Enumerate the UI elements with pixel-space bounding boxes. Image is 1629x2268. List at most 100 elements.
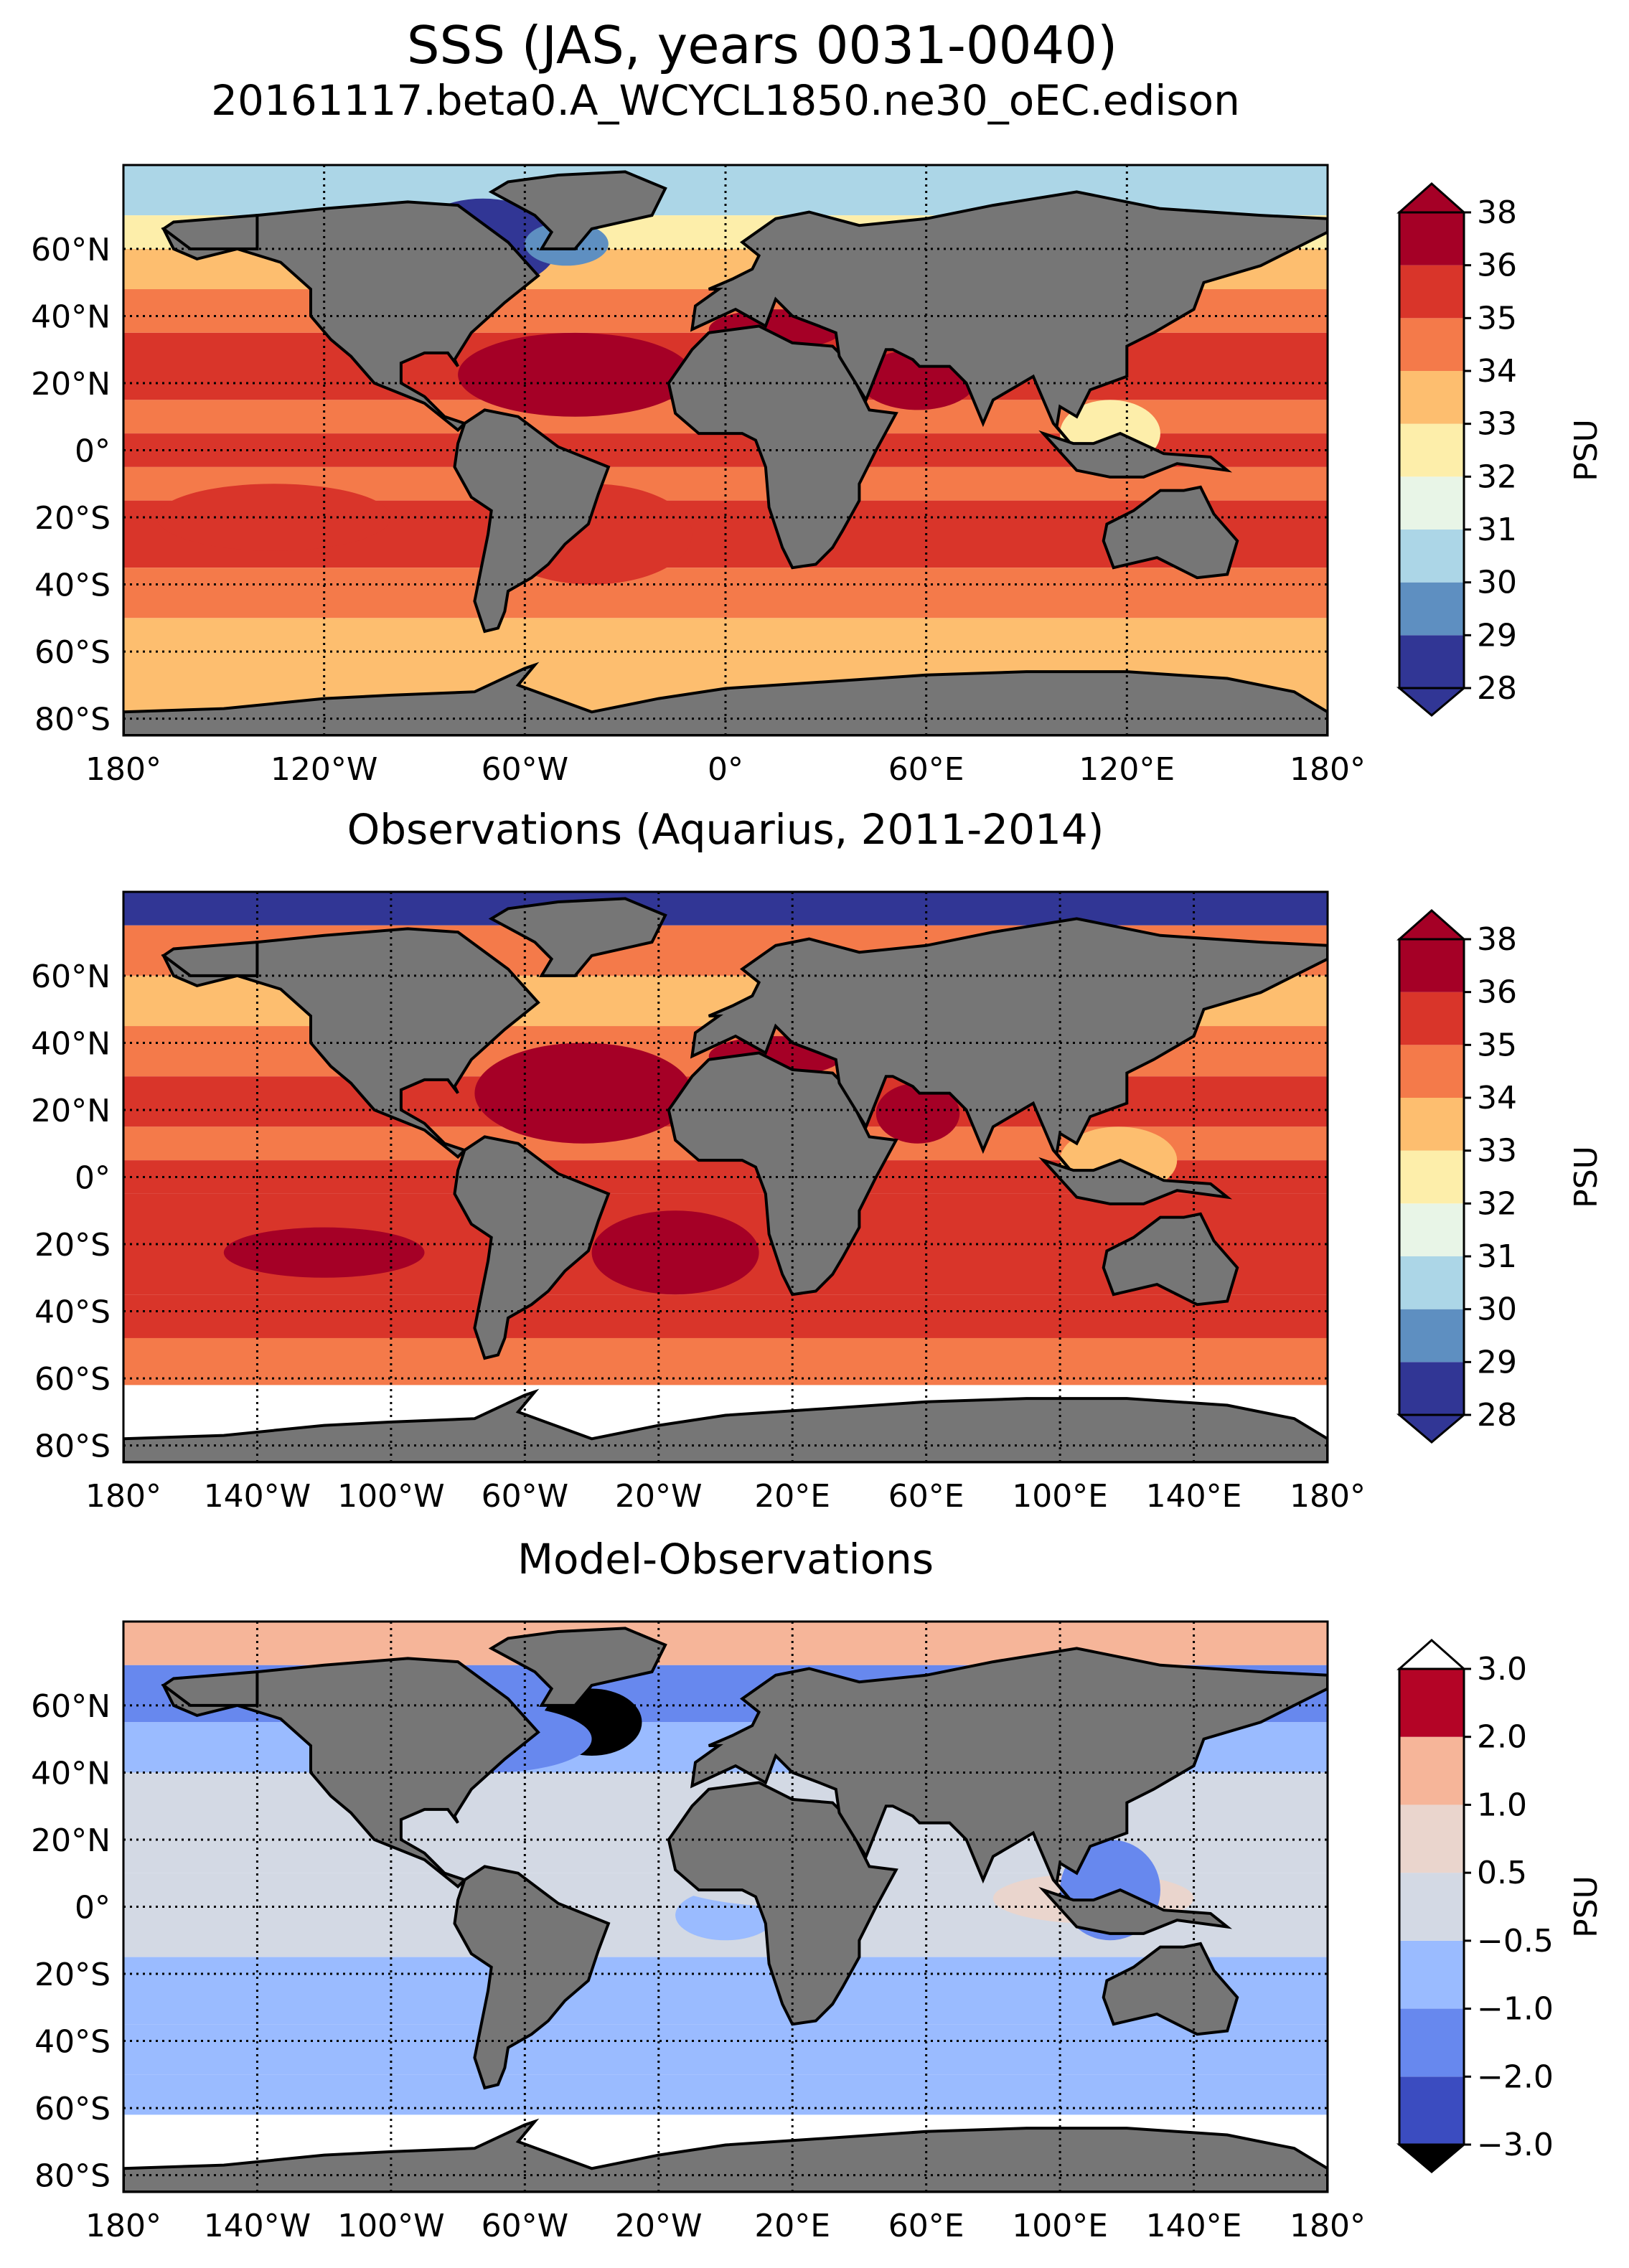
- y-tick-label: 40°S: [34, 568, 111, 604]
- colorbar-segment: [1399, 371, 1464, 424]
- x-tick-label: 180°: [85, 751, 161, 788]
- land-mass: [453, 408, 611, 634]
- colorbar: −3.0 −2.0 −1.0 −0.5 0.5 1.0 2.0 3.0 PSU: [1396, 1638, 1605, 2173]
- colorbar-tick-label: 28: [1477, 670, 1517, 707]
- land-mass: [488, 897, 667, 977]
- y-tick-label: 60°N: [31, 232, 111, 268]
- y-tick-label: 0°: [75, 433, 111, 470]
- colorbar-tick-label: 33: [1477, 406, 1517, 443]
- colorbar-tick-label: 35: [1477, 300, 1517, 337]
- map-frame: [122, 890, 1329, 1464]
- colorbar-segment: [1399, 1736, 1464, 1805]
- x-tick-label: 60°W: [482, 2208, 569, 2244]
- y-tick-label: 60°S: [34, 2091, 111, 2127]
- x-tick-label: 100°W: [337, 2208, 445, 2244]
- colorbar-tick-label: −2.0: [1477, 2058, 1554, 2095]
- colorbar-tick-label: 30: [1477, 1291, 1517, 1328]
- y-tick-label: 20°S: [34, 1957, 111, 1993]
- land-mass: [1102, 1942, 1239, 2036]
- land-mass: [690, 190, 1328, 448]
- colorbar-tick-label: 35: [1477, 1027, 1517, 1063]
- x-tick-label: 0°: [708, 751, 743, 788]
- salinity-patch: [875, 1083, 960, 1144]
- colorbar-segment: [1399, 1256, 1464, 1309]
- land-mass: [488, 1627, 667, 1707]
- colorbar-segment: [1399, 318, 1464, 371]
- colorbar-segment: [1399, 1309, 1464, 1363]
- land-mass: [1102, 1212, 1239, 1307]
- land-mass: [488, 170, 667, 250]
- colorbar-segment: [1399, 1362, 1464, 1415]
- observations-map-panel: 180° 140°W 100°W 60°W 20°W 20°E 60°E 100°E 140°E…: [31, 890, 1605, 1515]
- x-tick-label: 140°E: [1146, 1478, 1242, 1515]
- colorbar-segment: [1399, 2076, 1464, 2145]
- land-mass: [453, 1865, 611, 2090]
- land-mass: [667, 1051, 898, 1297]
- colorbar-tick-label: 0.5: [1477, 1855, 1527, 1891]
- colorbar-segment: [1399, 582, 1464, 636]
- map-area: [123, 892, 1328, 1462]
- salinity-patch: [591, 1210, 759, 1295]
- colorbar-segment: [1399, 939, 1464, 992]
- land-mass: [161, 1670, 259, 1707]
- colorbar-segment: [1399, 530, 1464, 583]
- colorbar-label: PSU: [1568, 1146, 1605, 1208]
- x-tick-label: 120°E: [1079, 751, 1175, 788]
- colorbar-segment: [1399, 1669, 1464, 1737]
- colorbar-segment: [1399, 212, 1464, 265]
- x-tick-label: 60°W: [482, 1478, 569, 1515]
- map-area: [123, 165, 1328, 735]
- map-area: [123, 1622, 1328, 2192]
- colorbar-tick-label: 32: [1477, 1185, 1517, 1222]
- y-tick-label: 20°N: [31, 1093, 111, 1129]
- colorbar-label: PSU: [1568, 419, 1605, 481]
- salinity-patch: [223, 1227, 425, 1278]
- land-mass: [1038, 430, 1233, 479]
- colorbar-tick-label: −3.0: [1477, 2127, 1554, 2163]
- colorbar: 28 29 30 31 32 33 34 35 36 38 PSU: [1396, 908, 1605, 1444]
- colorbar-segment: [1399, 1873, 1464, 1941]
- y-tick-label: 40°N: [31, 1025, 111, 1062]
- colorbar-tick-label: 38: [1477, 921, 1517, 958]
- salinity-band: [123, 1337, 1328, 1385]
- colorbar-extend-high: [1396, 182, 1467, 214]
- y-tick-label: 0°: [75, 1160, 111, 1197]
- colorbar-extend-high: [1396, 1638, 1467, 1670]
- colorbar-segment: [1399, 2008, 1464, 2077]
- colorbar-tick-label: 28: [1477, 1397, 1517, 1434]
- colorbar-tick-label: 3.0: [1477, 1651, 1527, 1688]
- figure-title: SSS (JAS, years 0031-0040): [407, 15, 1117, 75]
- colorbar-tick-label: 31: [1477, 512, 1517, 548]
- x-tick-label: 120°W: [271, 751, 378, 788]
- colorbar-segment: [1399, 265, 1464, 319]
- salinity-band: [123, 1294, 1328, 1338]
- x-tick-label: 140°W: [204, 1478, 311, 1515]
- land-mass: [690, 917, 1328, 1175]
- land-mass: [161, 940, 259, 977]
- land-mass: [667, 1781, 898, 2026]
- colorbar-segment: [1399, 1098, 1464, 1151]
- y-tick-label: 60°S: [34, 634, 111, 671]
- salinity-band: [123, 892, 1328, 926]
- colorbar-segment: [1399, 423, 1464, 477]
- map-frame: [122, 164, 1329, 737]
- salinity-patch: [474, 1043, 693, 1144]
- colorbar-segment: [1399, 1203, 1464, 1256]
- colorbar-segment: [1399, 992, 1464, 1045]
- colorbar-segment: [1399, 1150, 1464, 1204]
- colorbar-extend-high: [1396, 908, 1467, 941]
- x-tick-label: 100°E: [1012, 2208, 1108, 2244]
- y-tick-label: 60°S: [34, 1361, 111, 1398]
- land-mass: [1038, 1886, 1233, 1935]
- land-mass: [161, 213, 259, 250]
- x-tick-label: 180°: [1290, 1478, 1366, 1515]
- colorbar-tick-label: 34: [1477, 353, 1517, 390]
- colorbar-tick-label: 32: [1477, 458, 1517, 495]
- colorbar-tick-label: −1.0: [1477, 1991, 1554, 2028]
- y-tick-label: 40°S: [34, 2024, 111, 2061]
- colorbar-tick-label: 29: [1477, 1344, 1517, 1380]
- colorbar-segment: [1399, 635, 1464, 688]
- colorbar-segment: [1399, 476, 1464, 530]
- colorbar-extend-low: [1396, 687, 1468, 717]
- x-tick-label: 60°E: [888, 2208, 964, 2244]
